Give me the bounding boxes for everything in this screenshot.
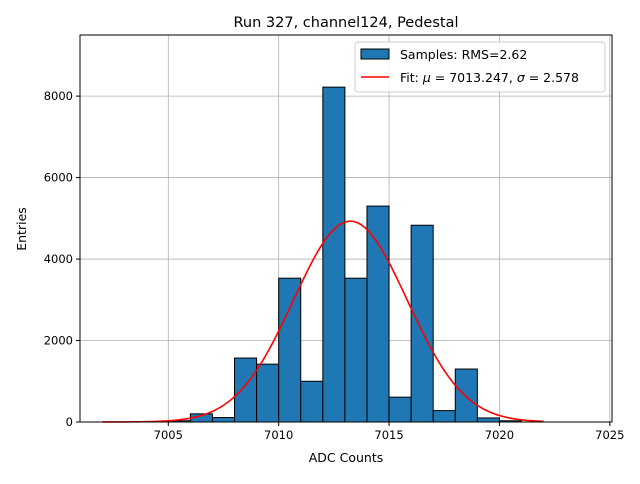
y-axis-ticks: 0 2000 4000 6000 8000 — [44, 89, 80, 429]
histogram-bar — [454, 368, 478, 423]
x-tick-label: 7010 — [264, 428, 293, 442]
fit-curve — [102, 220, 544, 423]
x-tick-label: 7020 — [485, 428, 514, 442]
histogram-bar — [256, 363, 280, 423]
legend-patch-samples — [360, 48, 390, 60]
histogram-bar — [366, 205, 390, 423]
histogram-bar — [344, 277, 368, 423]
histogram-bar — [234, 357, 258, 423]
histogram-bars — [167, 86, 522, 423]
x-tick-label: 7005 — [154, 428, 183, 442]
legend-label-fit: Fit: μ = 7013.247, σ = 2.578 — [400, 70, 579, 85]
histogram-bar — [278, 277, 302, 423]
legend-label-samples: Samples: RMS=2.62 — [400, 47, 527, 62]
histogram-bar — [410, 224, 434, 423]
y-tick-label: 2000 — [44, 334, 73, 348]
plot-frame — [79, 34, 613, 423]
histogram-bar — [432, 410, 456, 423]
legend-box — [354, 41, 606, 93]
histogram-bar — [476, 417, 500, 423]
histogram-bar — [300, 380, 324, 423]
chart-title: Run 327, channel124, Pedestal — [233, 15, 458, 31]
y-tick-label: 6000 — [44, 171, 73, 185]
x-axis-label: ADC Counts — [309, 450, 384, 465]
histogram-bar — [322, 86, 346, 423]
x-tick-label: 7015 — [374, 428, 403, 442]
x-tick-label: 7025 — [595, 428, 624, 442]
y-axis-label: Entries — [14, 207, 29, 251]
y-tick-label: 0 — [66, 415, 73, 429]
histogram-bar — [211, 417, 236, 423]
legend: Samples: RMS=2.62 Fit: μ = 7013.247, σ =… — [354, 41, 606, 93]
y-tick-label: 4000 — [44, 252, 73, 266]
y-tick-label: 8000 — [44, 89, 73, 103]
histogram-bar — [388, 396, 412, 423]
x-axis-ticks: 7005 7010 7015 7020 7025 — [154, 422, 624, 442]
